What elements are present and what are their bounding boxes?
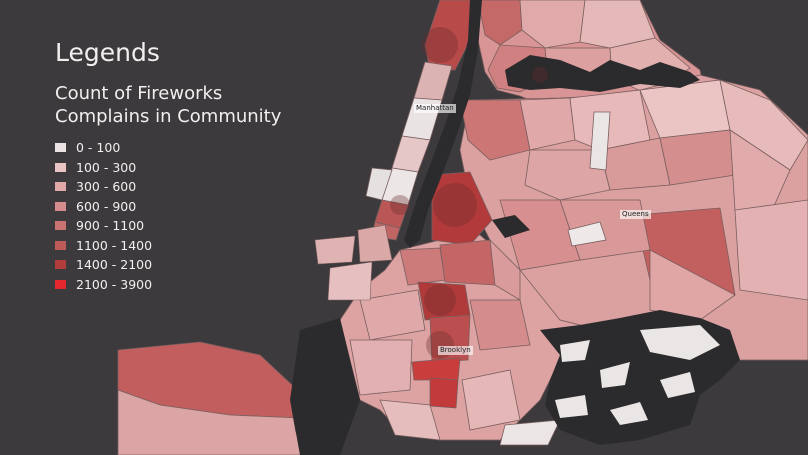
brooklyn-district bbox=[439, 239, 496, 286]
legend-label: 1100 - 1400 bbox=[76, 237, 153, 253]
brooklyn-district bbox=[359, 289, 426, 341]
legend-item: 600 - 900 bbox=[55, 197, 281, 217]
brooklyn-district bbox=[429, 377, 459, 409]
manhattan-district bbox=[413, 61, 453, 101]
manhattan-district bbox=[391, 135, 431, 173]
legend-swatch bbox=[55, 221, 66, 231]
queens-district bbox=[499, 199, 581, 271]
legend-item: 1100 - 1400 bbox=[55, 236, 281, 256]
legend-swatch bbox=[55, 260, 66, 270]
jamaica-bay bbox=[540, 310, 740, 445]
legend-item: 2100 - 3900 bbox=[55, 275, 281, 295]
legend-label: 300 - 600 bbox=[76, 179, 137, 195]
legend-item: 1400 - 2100 bbox=[55, 255, 281, 275]
brooklyn-district bbox=[431, 171, 493, 246]
brooklyn-district bbox=[349, 339, 413, 396]
queens-district bbox=[459, 99, 531, 161]
legend-item: 300 - 600 bbox=[55, 177, 281, 197]
brooklyn-district bbox=[379, 399, 441, 441]
legend-item: 100 - 300 bbox=[55, 158, 281, 178]
marsh-islands bbox=[555, 325, 720, 425]
brooklyn-district bbox=[499, 419, 561, 446]
brooklyn-district bbox=[411, 357, 461, 381]
legend-item: 0 - 100 bbox=[55, 138, 281, 158]
queens-district bbox=[719, 79, 808, 171]
queens-district bbox=[569, 89, 651, 151]
legend-label: 0 - 100 bbox=[76, 140, 121, 156]
legend-item: 900 - 1100 bbox=[55, 216, 281, 236]
legend-swatch bbox=[55, 162, 66, 172]
legend-label: 100 - 300 bbox=[76, 159, 137, 175]
queens-district bbox=[519, 97, 576, 151]
harlem-river-bay bbox=[505, 55, 700, 92]
place-label-brooklyn: Brooklyn bbox=[438, 346, 473, 355]
queens-district bbox=[589, 111, 611, 171]
place-label-manhattan: Manhattan bbox=[414, 104, 456, 113]
legend-label: 1400 - 2100 bbox=[76, 257, 153, 273]
legend-swatch bbox=[55, 240, 66, 250]
staten-island-area bbox=[117, 341, 309, 455]
legend-items: 0 - 100 100 - 300 300 - 600 600 - 900 900 - … bbox=[55, 138, 281, 294]
bronx-district bbox=[519, 0, 586, 49]
newtown-creek bbox=[492, 215, 530, 238]
legend-label: 600 - 900 bbox=[76, 198, 137, 214]
manhattan-district bbox=[365, 167, 393, 201]
place-label-queens: Queens bbox=[620, 210, 651, 219]
heat-overlay bbox=[390, 27, 548, 359]
nj-fragments bbox=[314, 224, 393, 301]
legend-label: 900 - 1100 bbox=[76, 218, 145, 234]
legend-label: 2100 - 3900 bbox=[76, 276, 153, 292]
legend-swatch bbox=[55, 201, 66, 211]
legend-heading: Legends bbox=[55, 38, 160, 67]
bronx-district bbox=[477, 0, 523, 46]
map-legend: Legends Count of Fireworks Complains in … bbox=[55, 38, 281, 294]
legend-swatch bbox=[55, 143, 66, 153]
brooklyn-district bbox=[399, 247, 446, 286]
queens-district bbox=[524, 149, 611, 201]
east-river bbox=[404, 0, 482, 248]
queens-district bbox=[734, 199, 808, 301]
brooklyn-area bbox=[339, 171, 601, 446]
legend-subtitle-line2: Complains in Community bbox=[55, 106, 282, 127]
legend-subtitle: Count of Fireworks Complains in Communit… bbox=[55, 82, 281, 128]
legend-swatch bbox=[55, 182, 66, 192]
queens-district bbox=[567, 221, 607, 247]
brooklyn-district bbox=[469, 299, 531, 351]
queens-district bbox=[659, 129, 736, 186]
brooklyn-district bbox=[461, 369, 521, 431]
legend-swatch bbox=[55, 279, 66, 289]
manhattan-district bbox=[424, 0, 471, 71]
legend-subtitle-line1: Count of Fireworks bbox=[55, 83, 223, 104]
upper-bay bbox=[290, 318, 360, 455]
